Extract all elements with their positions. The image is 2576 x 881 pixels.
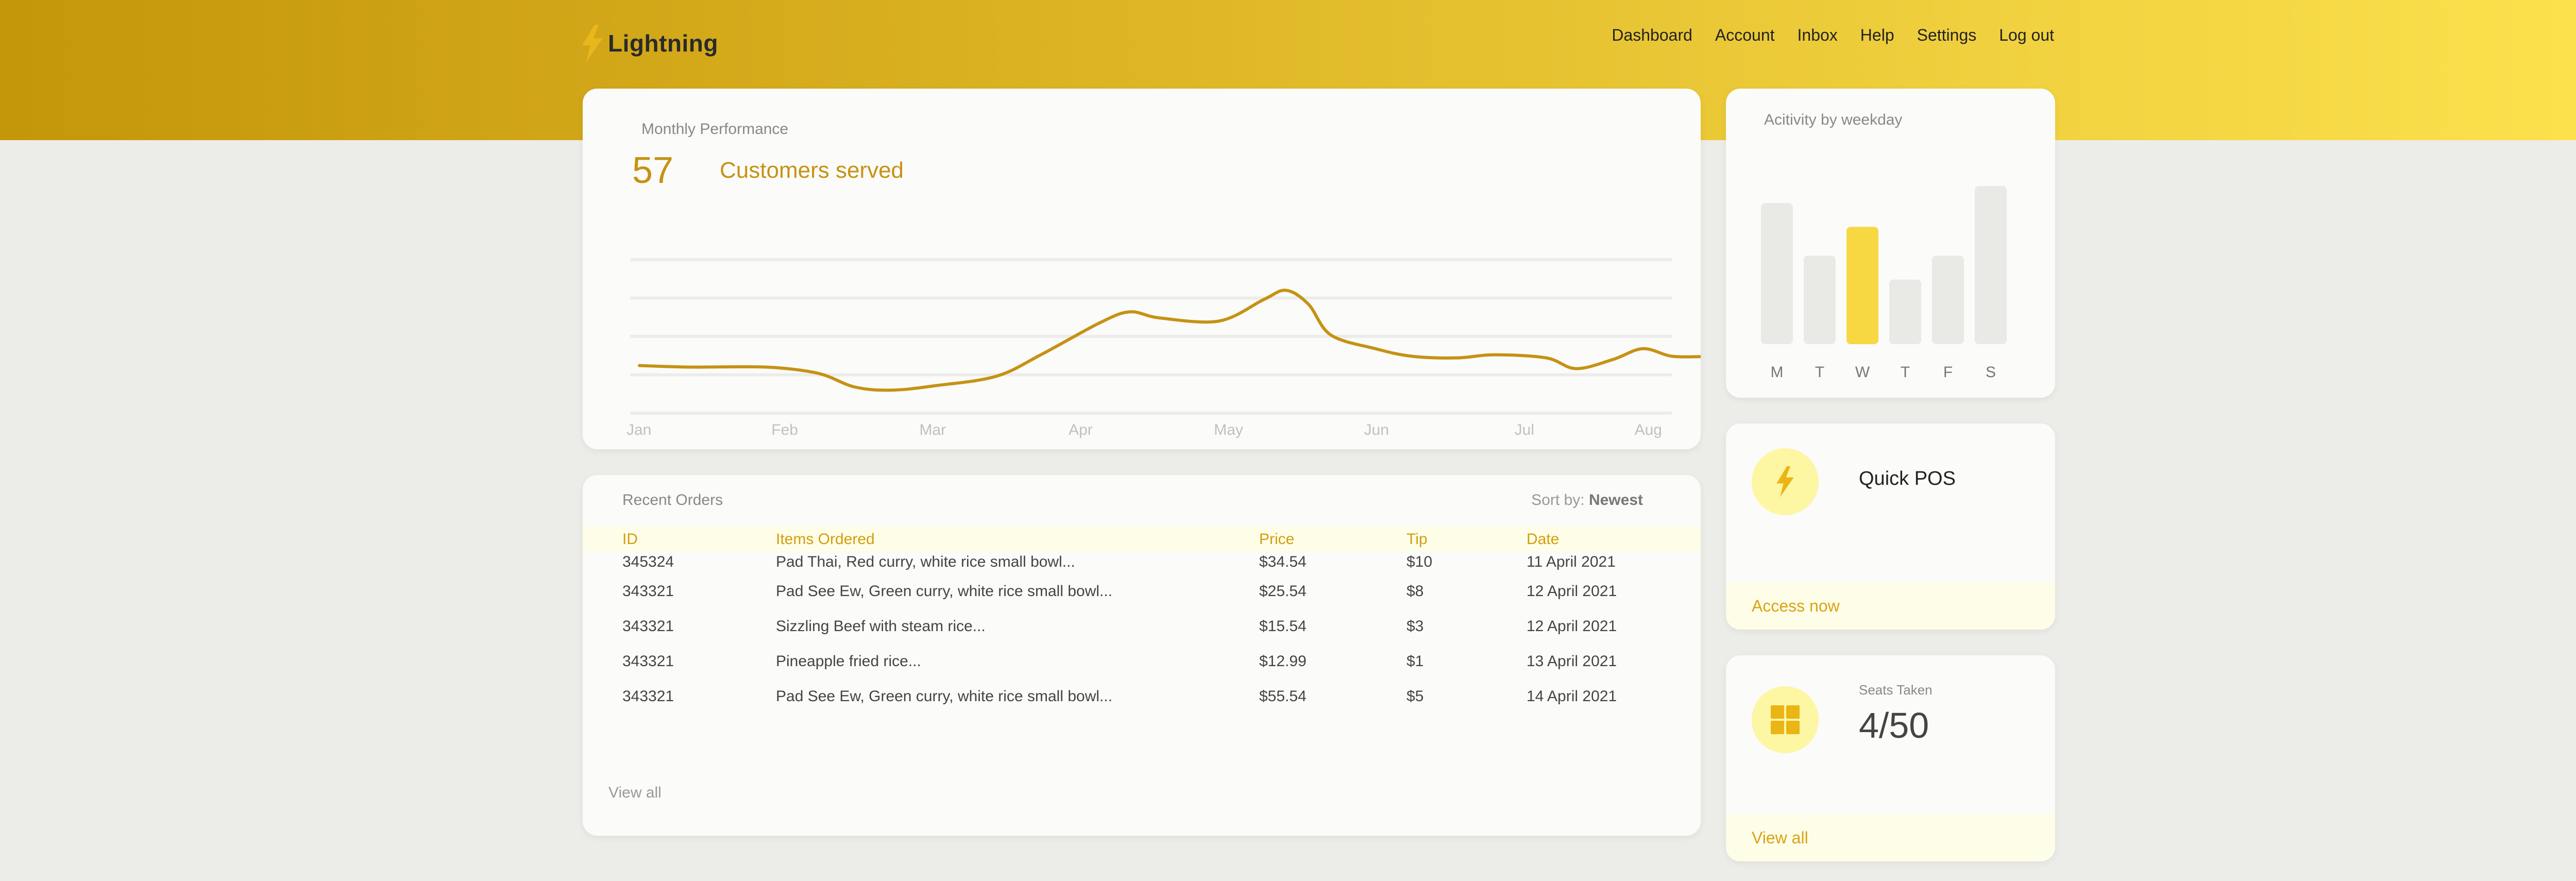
table-row[interactable]: 343321 Sizzling Beef with steam rice... …	[622, 609, 1681, 644]
performance-series-line	[638, 289, 1701, 392]
orders-view-all-link[interactable]: View all	[608, 784, 662, 801]
order-id: 343321	[622, 688, 674, 705]
weekday-chart-title: Acitivity by weekday	[1764, 111, 1903, 128]
nav-inbox[interactable]: Inbox	[1797, 26, 1838, 44]
sort-value: Newest	[1588, 492, 1643, 509]
column-header-items: Items Ordered	[776, 531, 875, 548]
quick-pos-title: Quick POS	[1859, 468, 1956, 489]
performance-line-chart: Jan Feb Mar Apr May Jun Jul Aug	[626, 258, 1701, 438]
x-tick-label: Mar	[919, 421, 946, 438]
order-id: 343321	[622, 583, 674, 600]
order-date: 12 April 2021	[1527, 618, 1617, 635]
order-id: 343321	[622, 618, 674, 635]
recent-orders-title: Recent Orders	[622, 492, 723, 509]
recent-orders-card: Recent Orders Sort by: Newest ID Items O…	[583, 475, 1701, 836]
x-tick-label: May	[1214, 421, 1243, 438]
quick-pos-icon-badge	[1752, 448, 1819, 515]
table-row[interactable]: 343321 Pad See Ew, Green curry, white ri…	[622, 574, 1681, 609]
nav-logout[interactable]: Log out	[1999, 26, 2054, 44]
weekday-label: F	[1943, 364, 1953, 381]
column-header-date: Date	[1527, 531, 1560, 548]
x-tick-label: Jun	[1364, 421, 1389, 438]
weekday-bar	[1975, 186, 2007, 344]
nav-help[interactable]: Help	[1860, 26, 1894, 44]
weekday-activity-card: Acitivity by weekday M T W T F S	[1726, 89, 2055, 398]
orders-table: ID Items Ordered Price Tip Date 345324 P…	[622, 529, 1681, 714]
column-header-price: Price	[1259, 531, 1295, 548]
order-tip: $1	[1406, 653, 1424, 670]
lightning-bolt-icon	[1776, 466, 1794, 497]
x-tick-label: Jan	[626, 421, 651, 438]
x-tick-label: Apr	[1069, 421, 1093, 438]
weekday-bar	[1889, 279, 1921, 344]
order-date: 14 April 2021	[1527, 688, 1617, 705]
table-row[interactable]: 343321 Pad See Ew, Green curry, white ri…	[622, 679, 1681, 714]
top-nav: Dashboard Account Inbox Help Settings Lo…	[1612, 26, 2054, 45]
weekday-label: S	[1986, 364, 1996, 381]
seats-footer: View all	[1726, 814, 2055, 861]
access-now-link[interactable]: Access now	[1752, 596, 1840, 615]
seats-view-all-link[interactable]: View all	[1752, 828, 1808, 847]
weekday-bar	[1932, 256, 1964, 344]
grid-icon	[1771, 705, 1800, 734]
order-items: Sizzling Beef with steam rice...	[776, 618, 986, 635]
order-items: Pad Thai, Red curry, white rice small bo…	[776, 553, 1075, 570]
performance-title: Monthly Performance	[641, 121, 789, 138]
weekday-label: W	[1855, 364, 1870, 381]
order-items: Pad See Ew, Green curry, white rice smal…	[776, 583, 1113, 600]
table-row[interactable]: 343321 Pineapple fried rice... $12.99 $1…	[622, 644, 1681, 679]
x-tick-label: Aug	[1635, 421, 1662, 438]
order-tip: $8	[1406, 583, 1424, 600]
customers-served-value: 57	[632, 150, 674, 191]
table-header-row: ID Items Ordered Price Tip Date	[622, 529, 1681, 550]
seats-taken-value: 4/50	[1859, 705, 1929, 746]
weekday-label: M	[1771, 364, 1784, 381]
weekday-label: T	[1815, 364, 1824, 381]
lightning-bolt-icon	[582, 25, 603, 62]
order-items: Pineapple fried rice...	[776, 653, 921, 670]
seats-taken-label: Seats Taken	[1859, 682, 1933, 698]
table-header-band	[583, 527, 1701, 551]
column-header-tip: Tip	[1406, 531, 1428, 548]
x-tick-label: Feb	[771, 421, 798, 438]
weekday-bar	[1846, 227, 1878, 344]
order-date: 13 April 2021	[1527, 653, 1617, 670]
order-price: $15.54	[1259, 618, 1307, 635]
order-id: 345324	[622, 553, 674, 570]
weekday-bar	[1804, 256, 1836, 344]
weekday-bar	[1761, 203, 1793, 344]
order-price: $55.54	[1259, 688, 1307, 705]
weekday-label: T	[1901, 364, 1910, 381]
sort-prefix: Sort by:	[1531, 492, 1589, 509]
nav-settings[interactable]: Settings	[1917, 26, 1977, 44]
order-date: 11 April 2021	[1527, 553, 1616, 570]
sort-control[interactable]: Sort by: Newest	[1531, 492, 1643, 509]
quick-pos-card[interactable]: Quick POS Access now	[1726, 423, 2055, 630]
order-id: 343321	[622, 653, 674, 670]
quick-pos-footer: Access now	[1726, 582, 2055, 630]
column-header-id: ID	[622, 531, 638, 548]
order-price: $25.54	[1259, 583, 1307, 600]
order-tip: $5	[1406, 688, 1424, 705]
order-tip: $3	[1406, 618, 1424, 635]
x-tick-label: Jul	[1515, 421, 1534, 438]
order-items: Pad See Ew, Green curry, white rice smal…	[776, 688, 1113, 705]
monthly-performance-card: Jan Feb Mar Apr May Jun Jul Aug Monthly Perform…	[583, 89, 1701, 449]
order-date: 12 April 2021	[1527, 583, 1617, 600]
nav-dashboard[interactable]: Dashboard	[1612, 26, 1692, 44]
nav-account[interactable]: Account	[1715, 26, 1775, 44]
seats-taken-card: Seats Taken 4/50 View all	[1726, 655, 2055, 861]
customers-served-label: Customers served	[720, 158, 904, 183]
order-tip: $10	[1406, 553, 1433, 570]
table-row[interactable]: 345324 Pad Thai, Red curry, white rice s…	[622, 550, 1681, 574]
app-name: Lightning	[608, 30, 718, 57]
order-price: $34.54	[1259, 553, 1307, 570]
brand[interactable]: Lightning	[580, 25, 718, 62]
seats-icon-badge	[1752, 686, 1819, 753]
order-price: $12.99	[1259, 653, 1307, 670]
